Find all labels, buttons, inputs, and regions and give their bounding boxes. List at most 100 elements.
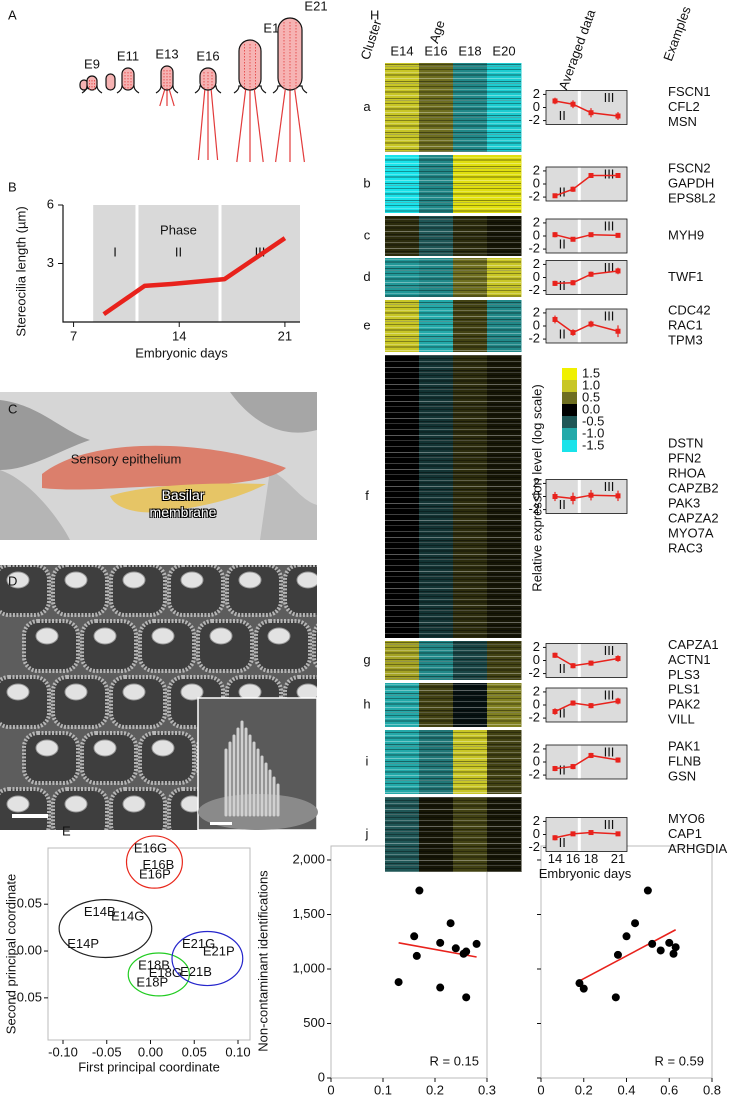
- mini-x-tick-label: 16: [566, 851, 580, 866]
- mini-y-tick-label: -2: [528, 767, 540, 782]
- x-axis-title: First principal coordinate: [78, 1059, 220, 1074]
- sample-label: E16B: [142, 857, 174, 872]
- example-gene: EPS8L2: [668, 190, 716, 205]
- mini-point: [615, 328, 621, 334]
- example-gene: CAPZA2: [668, 510, 719, 525]
- mini-y-tick-label: -2: [528, 241, 540, 256]
- mini-point: [588, 110, 594, 116]
- sample-label: E21G: [182, 936, 215, 951]
- colorbar-block: [562, 404, 577, 416]
- mini-point: [552, 98, 558, 104]
- mini-point: [588, 232, 594, 238]
- mini-phase-label: III: [604, 817, 615, 832]
- mini-y-tick-label: 0: [533, 826, 540, 841]
- heatmap-texture: [385, 258, 521, 297]
- mini-y-tick-label: 0: [533, 175, 540, 190]
- colorbar-tick-label: -1.0: [582, 425, 604, 440]
- hair-bundle: [209, 627, 233, 645]
- mini-phase-label: III: [604, 479, 615, 494]
- group-ellipse: [125, 835, 183, 889]
- fit-line: [576, 929, 677, 983]
- mini-phase-label: II: [559, 762, 566, 777]
- axes: [62, 205, 300, 323]
- rootlet: [168, 89, 175, 107]
- colorbar-block: [562, 368, 577, 380]
- hair-bundle: [93, 739, 117, 757]
- mini-y-tick-label: 2: [533, 639, 540, 654]
- mini-y-tick-label: 2: [533, 683, 540, 698]
- example-gene: PLS3: [668, 667, 700, 682]
- point: [462, 993, 471, 1002]
- colorbar-tick-label: 0.5: [582, 389, 600, 404]
- mini-phase-label: III: [604, 308, 615, 323]
- point: [665, 938, 674, 947]
- panel-letter: D: [8, 573, 17, 588]
- y-tick-label: 1,000: [292, 960, 325, 975]
- mini-phase-label: II: [559, 705, 566, 720]
- colorbar-block: [562, 440, 577, 452]
- heatmap-texture: [385, 683, 521, 727]
- example-gene: CFL2: [668, 99, 700, 114]
- mini-point: [552, 494, 558, 499]
- x-tick-label: 0.4: [617, 1082, 635, 1097]
- mini-y-tick-label: -2: [528, 189, 540, 204]
- mini-phase-label: III: [604, 643, 615, 658]
- hair-bundle: [122, 683, 146, 701]
- plot-frame: [330, 845, 488, 1079]
- y-tick-label: 3: [47, 255, 54, 270]
- mini-point: [615, 173, 621, 178]
- phase-label: III: [255, 244, 266, 259]
- hair-bundle: [296, 571, 317, 589]
- x-tick-label: 7: [70, 328, 77, 343]
- x-tick-label: 0.6: [660, 1082, 678, 1097]
- x-tick-label: 0.3: [478, 1082, 496, 1097]
- point: [611, 993, 620, 1002]
- example-gene: PLS1: [668, 681, 700, 696]
- mini-y-tick-label: 0: [533, 269, 540, 284]
- example-gene: MSN: [668, 114, 697, 129]
- heatmap-texture: [385, 797, 521, 872]
- mini-point: [615, 113, 621, 119]
- mini-point: [588, 830, 594, 836]
- point: [669, 949, 678, 958]
- cluster-label: f: [365, 488, 369, 503]
- colorbar-block: [562, 392, 577, 404]
- colorbar-tick-label: -0.5: [582, 413, 604, 428]
- column-label: E20: [492, 43, 515, 58]
- mini-point: [552, 232, 558, 238]
- stage-label: E11: [117, 48, 139, 63]
- hair-bundle: [35, 627, 59, 645]
- cluster-label: a: [363, 99, 371, 114]
- example-gene: PAK1: [668, 738, 700, 753]
- mini-phase-label: II: [559, 835, 566, 850]
- sample-label: E14B: [84, 904, 116, 919]
- cluster-label: g: [363, 652, 370, 667]
- x-tick-label: 14: [172, 328, 186, 343]
- example-gene: RAC3: [668, 540, 703, 555]
- x-tick-label: 0: [327, 1082, 334, 1097]
- hair-bundle: [238, 571, 262, 589]
- mini-line: [554, 174, 618, 197]
- mini-x-tick-label: 21: [611, 851, 625, 866]
- mini-phase-label: III: [604, 166, 615, 181]
- mini-phase-label: II: [559, 326, 566, 341]
- heatmap-texture: [385, 63, 521, 152]
- hair-bundle: [6, 795, 30, 813]
- x-tick-label: -0.05: [92, 1044, 122, 1059]
- mini-line: [554, 494, 619, 500]
- sample-label: E16G: [134, 840, 167, 855]
- example-gene: FLNB: [668, 753, 701, 768]
- heatmap-texture: [385, 355, 521, 638]
- age-title: Age: [426, 18, 447, 45]
- example-gene: MYO7A: [668, 525, 714, 540]
- example-gene: ARHGDIA: [668, 841, 728, 856]
- rootlet: [159, 89, 166, 107]
- example-gene: GAPDH: [668, 175, 714, 190]
- mini-y-tick-label: 2: [533, 304, 540, 319]
- mini-phase-label: II: [559, 184, 566, 199]
- bundle: [277, 17, 303, 91]
- mini-x-tick-label: 14: [548, 851, 562, 866]
- point: [622, 932, 631, 941]
- scale-bar: [210, 822, 232, 825]
- sample-label: E14P: [67, 936, 99, 951]
